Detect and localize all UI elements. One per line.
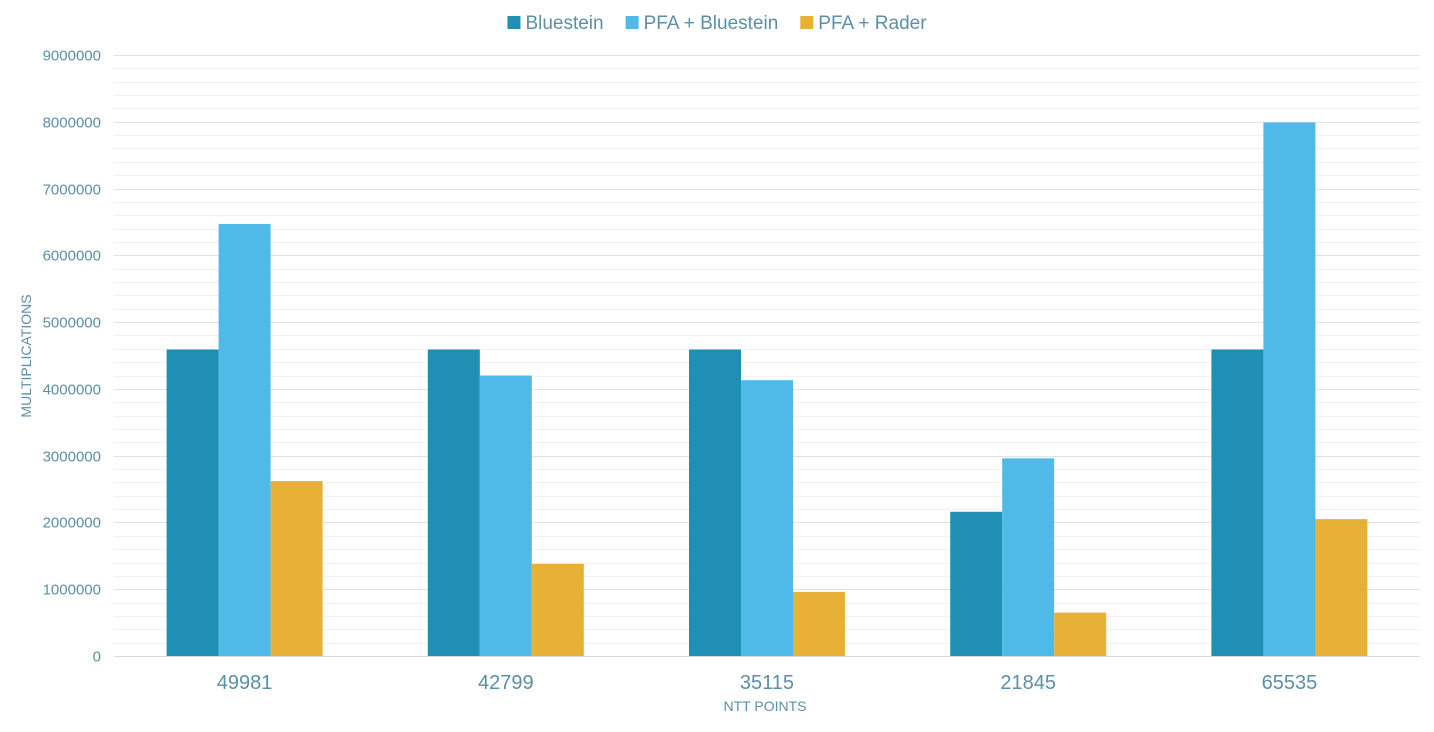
x-tick-label: 49981 — [217, 672, 273, 694]
x-tick-label: 21845 — [1000, 672, 1056, 694]
bar-bluestein-35115 — [689, 349, 741, 656]
bar-pfa-bluestein-35115 — [741, 380, 793, 656]
y-tick-label: 8000000 — [43, 115, 101, 132]
bar-pfa-rader-42799 — [531, 563, 584, 656]
bar-pfa-bluestein-65535 — [1263, 122, 1316, 656]
y-axis-ticks: 0 1000000 2000000 3000000 4000000 5000000 6000… — [43, 48, 101, 666]
bar-pfa-bluestein-42799 — [479, 375, 532, 656]
bar-bluestein-42799 — [427, 349, 480, 656]
legend-label: Bluestein — [525, 13, 603, 34]
legend-label: PFA + Bluestein — [644, 13, 779, 34]
x-tick-label: 65535 — [1262, 672, 1318, 694]
y-tick-label: 2000000 — [43, 515, 101, 532]
y-tick-label: 9000000 — [43, 48, 101, 65]
legend-swatch — [507, 16, 521, 29]
legend-swatch — [625, 16, 639, 29]
y-tick-label: 5000000 — [43, 315, 101, 332]
bar-pfa-rader-65535 — [1315, 519, 1368, 656]
x-axis-title: NTT POINTS — [724, 698, 807, 714]
y-axis-title: MULTIPLICATIONS — [18, 294, 34, 417]
x-tick-label: 35115 — [740, 672, 794, 694]
bar-bluestein-21845 — [950, 511, 1003, 656]
y-tick-label: 3000000 — [43, 449, 101, 466]
y-tick-label: 4000000 — [43, 382, 101, 399]
legend: Bluestein PFA + Bluestein PFA + Rader — [507, 13, 927, 34]
y-tick-label: 1000000 — [43, 582, 101, 599]
x-axis-ticks: 49981 42799 35115 21845 65535 — [217, 672, 1317, 694]
legend-swatch — [800, 16, 814, 29]
bar-bluestein-49981 — [166, 349, 219, 656]
bars — [166, 122, 1368, 656]
bar-pfa-rader-21845 — [1054, 612, 1107, 656]
bar-pfa-rader-49981 — [270, 481, 323, 656]
x-tick-label: 42799 — [478, 672, 534, 694]
y-tick-label: 7000000 — [43, 182, 101, 199]
legend-label: PFA + Rader — [818, 13, 927, 34]
bar-pfa-bluestein-21845 — [1002, 458, 1055, 656]
bar-bluestein-65535 — [1211, 349, 1264, 656]
y-tick-label: 6000000 — [43, 248, 101, 265]
bar-pfa-bluestein-49981 — [218, 223, 271, 656]
y-tick-label: 0 — [93, 649, 101, 666]
bar-pfa-rader-35115 — [793, 591, 845, 656]
